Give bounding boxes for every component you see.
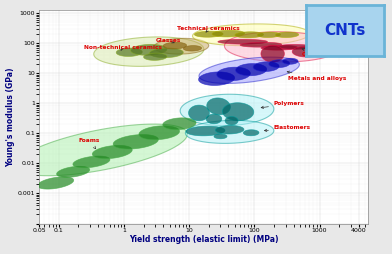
- Polygon shape: [163, 42, 187, 49]
- Polygon shape: [283, 58, 298, 64]
- Polygon shape: [257, 32, 280, 38]
- Polygon shape: [180, 94, 274, 126]
- Polygon shape: [206, 114, 222, 124]
- Polygon shape: [207, 98, 230, 115]
- Text: Glasses: Glasses: [155, 38, 181, 43]
- Polygon shape: [194, 31, 223, 37]
- Polygon shape: [236, 64, 267, 76]
- Text: Metals and alloys: Metals and alloys: [287, 71, 347, 81]
- Polygon shape: [240, 42, 282, 47]
- Polygon shape: [225, 32, 339, 62]
- Polygon shape: [154, 38, 209, 54]
- Polygon shape: [275, 32, 299, 38]
- Polygon shape: [217, 67, 250, 81]
- Polygon shape: [225, 117, 238, 125]
- Polygon shape: [73, 156, 110, 168]
- Text: Foams: Foams: [78, 138, 100, 149]
- Polygon shape: [116, 48, 142, 56]
- Polygon shape: [189, 105, 209, 121]
- Polygon shape: [214, 134, 227, 139]
- Polygon shape: [185, 120, 274, 143]
- Polygon shape: [277, 44, 313, 49]
- Y-axis label: Young's modulus (GPa): Young's modulus (GPa): [6, 67, 15, 167]
- Polygon shape: [113, 135, 158, 149]
- Polygon shape: [192, 24, 310, 46]
- Polygon shape: [261, 45, 298, 50]
- Text: Elastomers: Elastomers: [265, 125, 311, 132]
- Polygon shape: [261, 45, 284, 62]
- Polygon shape: [243, 130, 259, 136]
- Polygon shape: [292, 46, 321, 57]
- Polygon shape: [199, 72, 234, 85]
- Polygon shape: [56, 166, 90, 177]
- Polygon shape: [218, 39, 267, 44]
- Polygon shape: [212, 30, 245, 37]
- Polygon shape: [143, 53, 167, 60]
- X-axis label: Yield strength (elastic limit) (MPa): Yield strength (elastic limit) (MPa): [129, 235, 279, 244]
- Text: Polymers: Polymers: [261, 101, 305, 108]
- Text: Technical ceramics: Technical ceramics: [178, 26, 240, 32]
- Polygon shape: [253, 62, 279, 72]
- Polygon shape: [222, 103, 254, 121]
- Polygon shape: [149, 48, 183, 58]
- Polygon shape: [93, 145, 132, 159]
- Polygon shape: [183, 46, 201, 51]
- Polygon shape: [131, 44, 167, 55]
- Text: Non-technical ceramics: Non-technical ceramics: [83, 45, 162, 50]
- Polygon shape: [235, 32, 263, 38]
- Polygon shape: [15, 124, 187, 176]
- Polygon shape: [186, 126, 225, 136]
- Polygon shape: [163, 118, 196, 130]
- Text: CNTs: CNTs: [324, 23, 366, 38]
- Polygon shape: [37, 177, 74, 189]
- Polygon shape: [269, 60, 290, 68]
- Polygon shape: [215, 125, 244, 134]
- Text: Composites: Composites: [301, 49, 340, 57]
- Polygon shape: [199, 57, 299, 83]
- Polygon shape: [139, 126, 180, 140]
- Polygon shape: [94, 37, 204, 66]
